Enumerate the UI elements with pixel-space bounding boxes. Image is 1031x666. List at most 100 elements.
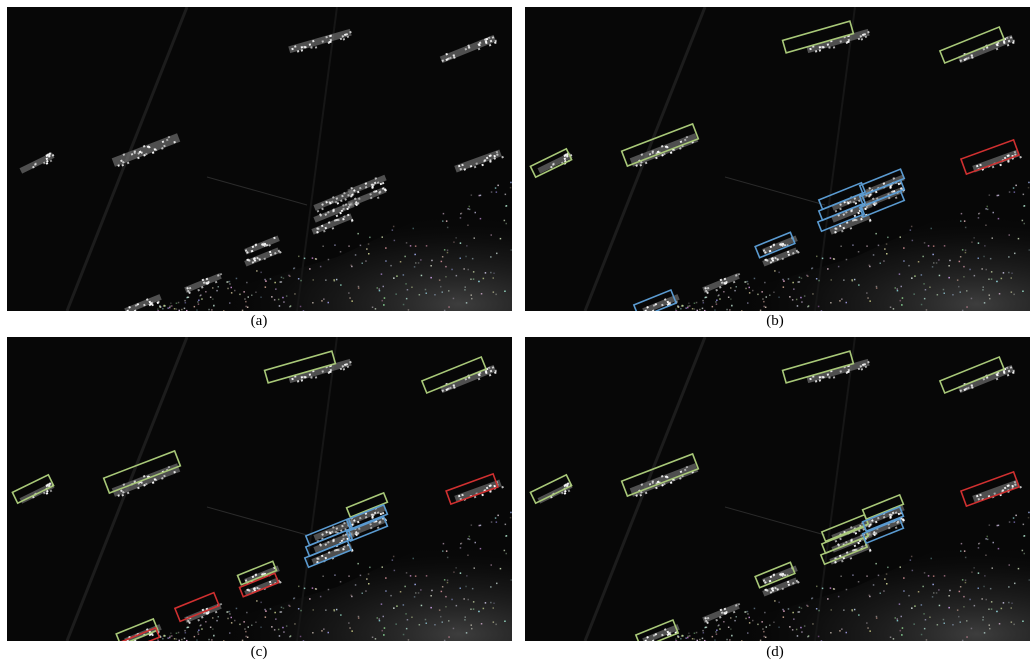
- clutter: [1022, 220, 1024, 222]
- clutter: [841, 628, 843, 630]
- clutter: [730, 287, 732, 289]
- clutter: [852, 574, 854, 576]
- clutter: [902, 627, 904, 629]
- clutter: [265, 280, 267, 282]
- clutter: [271, 296, 273, 298]
- clutter: [757, 624, 759, 626]
- clutter: [866, 622, 868, 624]
- clutter: [749, 287, 751, 289]
- clutter: [1018, 238, 1020, 240]
- clutter: [901, 304, 903, 306]
- clutter: [987, 539, 989, 541]
- clutter: [481, 293, 483, 295]
- clutter: [838, 596, 840, 598]
- clutter: [405, 613, 407, 615]
- clutter: [211, 639, 213, 641]
- clutter: [978, 258, 980, 260]
- clutter: [929, 617, 931, 619]
- clutter: [985, 225, 987, 227]
- clutter: [274, 612, 276, 614]
- clutter: [1014, 583, 1016, 585]
- clutter: [798, 611, 800, 613]
- clutter: [846, 259, 848, 261]
- clutter: [869, 266, 871, 268]
- clutter: [971, 241, 973, 243]
- clutter: [715, 301, 717, 303]
- clutter: [408, 639, 410, 641]
- clutter: [199, 625, 201, 627]
- clutter: [167, 307, 169, 309]
- clutter: [407, 289, 409, 291]
- clutter: [704, 640, 706, 642]
- clutter: [723, 621, 725, 623]
- clutter: [407, 619, 409, 621]
- clutter: [696, 302, 698, 304]
- clutter: [747, 611, 749, 613]
- clutter: [431, 590, 433, 592]
- clutter: [357, 233, 359, 235]
- clutter: [447, 227, 449, 229]
- clutter: [313, 609, 315, 611]
- clutter: [801, 301, 803, 303]
- clutter: [379, 290, 381, 292]
- clutter: [887, 237, 889, 239]
- clutter: [978, 543, 980, 545]
- clutter: [876, 287, 878, 289]
- clutter: [792, 612, 794, 614]
- clutter: [425, 289, 427, 291]
- clutter: [867, 297, 869, 299]
- clutter: [933, 592, 935, 594]
- clutter: [765, 637, 767, 639]
- clutter: [231, 622, 233, 624]
- clutter: [231, 617, 233, 619]
- clutter: [993, 212, 995, 214]
- clutter: [816, 586, 818, 588]
- clutter: [444, 310, 446, 312]
- clutter: [229, 632, 231, 634]
- clutter: [747, 283, 749, 285]
- clutter: [381, 273, 383, 275]
- clutter: [680, 308, 682, 310]
- clutter: [448, 306, 450, 308]
- clutter: [903, 577, 905, 579]
- clutter: [245, 306, 247, 308]
- clutter: [873, 254, 875, 256]
- clutter: [749, 617, 751, 619]
- clutter: [982, 619, 984, 621]
- clutter: [351, 630, 353, 632]
- clutter: [816, 278, 818, 280]
- clutter: [325, 609, 327, 611]
- clutter: [421, 275, 423, 277]
- clutter: [264, 279, 266, 281]
- clutter: [236, 608, 238, 610]
- clutter: [944, 575, 946, 577]
- clutter: [181, 309, 183, 311]
- clutter: [741, 310, 743, 312]
- clutter: [223, 640, 225, 642]
- clutter: [406, 298, 408, 300]
- clutter: [245, 636, 247, 638]
- clutter: [379, 618, 381, 620]
- clutter: [251, 625, 253, 627]
- clutter: [793, 618, 795, 620]
- clutter: [446, 220, 448, 222]
- clutter: [900, 300, 902, 302]
- clutter: [445, 606, 447, 608]
- clutter: [496, 191, 498, 193]
- clutter: [456, 605, 458, 607]
- clutter: [226, 281, 228, 283]
- clutter: [1029, 249, 1031, 251]
- clutter: [998, 548, 1000, 550]
- clutter: [912, 570, 914, 572]
- clutter: [229, 611, 231, 613]
- clutter: [1009, 234, 1011, 236]
- clutter: [971, 571, 973, 573]
- clutter: [900, 236, 902, 238]
- clutter: [414, 266, 416, 268]
- clutter: [973, 567, 975, 569]
- clutter: [286, 295, 288, 297]
- clutter: [179, 640, 181, 642]
- clutter: [763, 301, 765, 303]
- figure: (a) (b) (c) (d): [0, 0, 1031, 666]
- clutter: [469, 536, 471, 538]
